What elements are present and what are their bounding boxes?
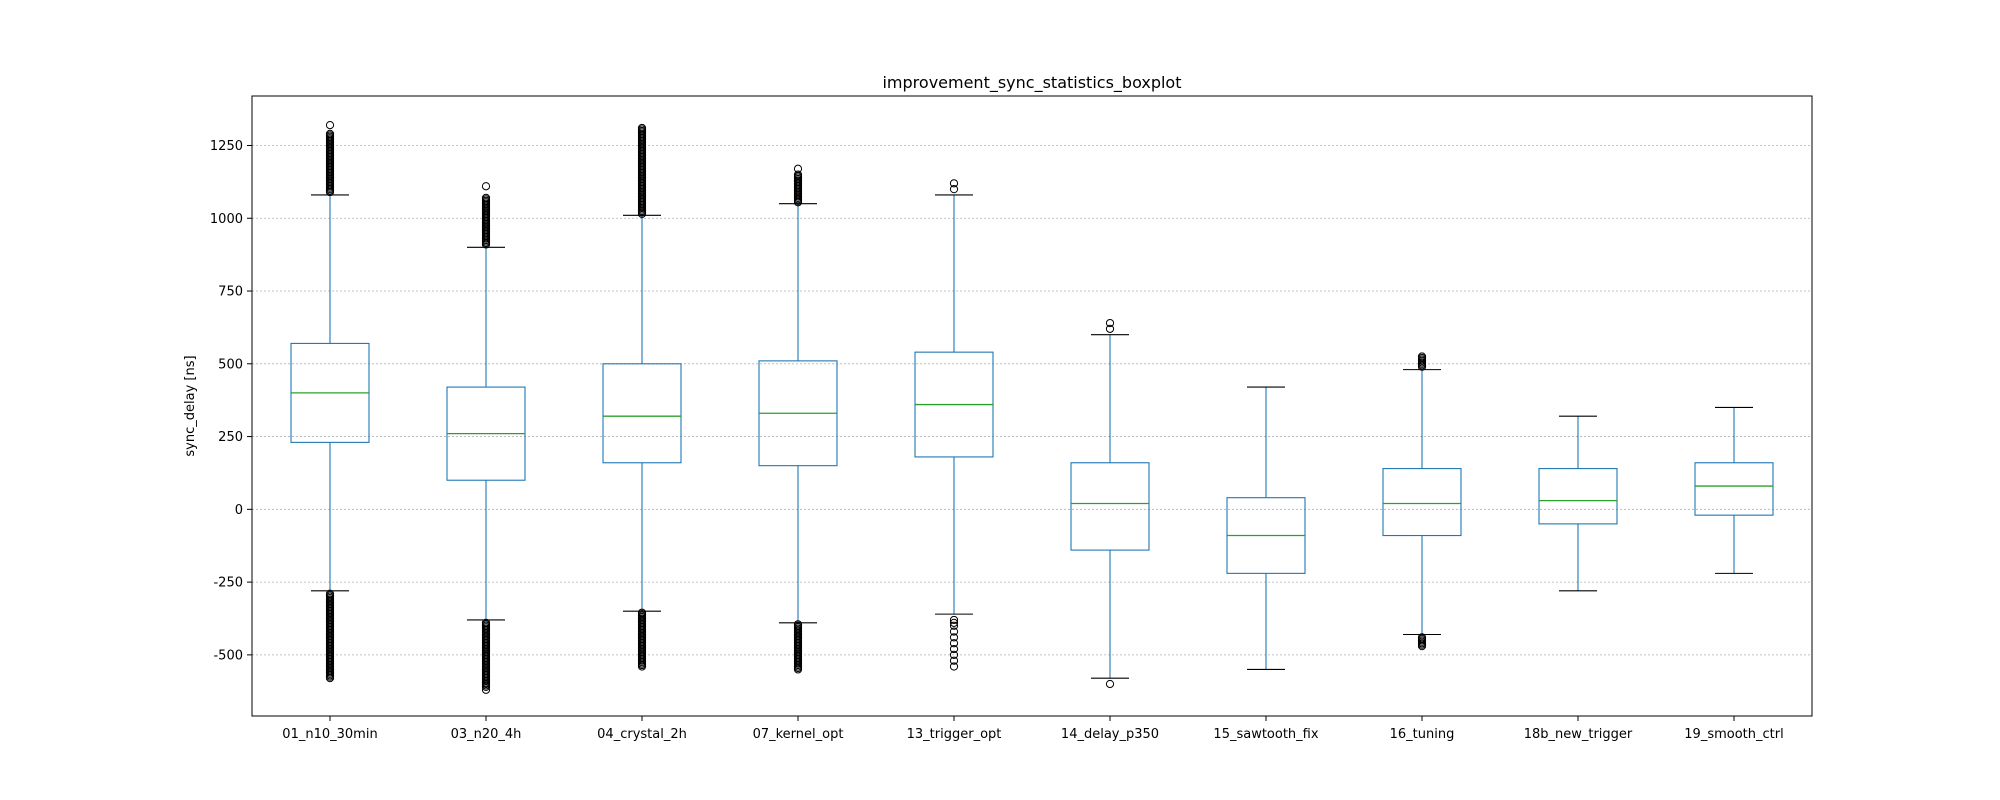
box-group <box>1070 318 1150 689</box>
y-axis-ticks: -500 -250 0 250 500 750 1000 1250 <box>210 139 252 663</box>
outlier-point <box>481 193 491 202</box>
box-group <box>1226 386 1306 670</box>
outlier-point <box>949 627 959 636</box>
box-group <box>1694 406 1774 574</box>
outlier-point <box>325 589 335 598</box>
box-group <box>1538 415 1618 592</box>
outlier-point <box>1105 679 1115 689</box>
y-tick-label: 500 <box>218 357 243 372</box>
iqr-box <box>1538 468 1618 525</box>
outlier-point <box>481 685 491 694</box>
y-tick-label: 0 <box>235 503 243 518</box>
box-group <box>290 121 370 683</box>
x-tick-label: 01_n10_30min <box>282 727 377 742</box>
iqr-box <box>1694 462 1774 516</box>
outlier-point <box>1105 324 1115 333</box>
outlier-point <box>1105 318 1115 328</box>
x-tick-label: 16_tuning <box>1390 727 1455 742</box>
x-tick-label: 15_sawtooth_fix <box>1213 727 1318 742</box>
outlier-point <box>637 608 647 617</box>
outlier-point <box>949 615 959 625</box>
outlier-point <box>481 618 491 627</box>
x-axis-ticks: 01_n10_30min 03_n20_4h 04_crystal_2h 07_ker… <box>282 716 1784 742</box>
y-tick-label: 1000 <box>210 212 243 227</box>
outlier-point <box>949 650 959 659</box>
outlier-point <box>949 633 959 642</box>
outlier-point <box>325 121 335 130</box>
outlier-point <box>949 662 959 671</box>
outlier-point <box>793 170 803 179</box>
x-tick-label: 03_n20_4h <box>451 727 522 742</box>
iqr-box <box>1070 462 1150 551</box>
x-tick-label: 04_crystal_2h <box>597 727 687 742</box>
box-group <box>602 123 682 671</box>
x-tick-label: 14_delay_p350 <box>1061 727 1159 742</box>
outlier-point <box>949 185 959 194</box>
chart-title: improvement_sync_statistics_boxplot <box>882 73 1181 93</box>
box-group <box>914 179 994 671</box>
box-group <box>446 182 526 694</box>
x-tick-label: 18b_new_trigger <box>1524 727 1633 742</box>
y-axis-label: sync_delay [ns] <box>183 355 198 456</box>
y-tick-label: 750 <box>218 285 243 300</box>
outlier-point <box>325 129 335 138</box>
box-group <box>1382 352 1462 651</box>
iqr-box <box>1382 468 1462 537</box>
boxes <box>290 121 1774 694</box>
outlier-point <box>949 644 959 654</box>
x-tick-label: 07_kernel_opt <box>753 727 844 742</box>
outlier-point <box>949 656 959 665</box>
x-tick-label: 13_trigger_opt <box>907 727 1002 742</box>
y-tick-label: -250 <box>213 576 243 591</box>
plot-frame <box>251 95 1813 717</box>
outlier-point <box>793 164 803 173</box>
outlier-point <box>637 123 647 133</box>
y-tick-label: -500 <box>213 648 243 663</box>
outlier-point <box>949 621 959 630</box>
outlier-point <box>1417 633 1427 642</box>
outlier-point <box>949 618 959 627</box>
x-tick-label: 19_smooth_ctrl <box>1684 727 1783 742</box>
iqr-box <box>602 363 682 464</box>
outlier-point <box>1417 352 1427 361</box>
outlier-point <box>949 179 959 188</box>
box-group <box>758 164 838 674</box>
y-tick-label: 250 <box>218 430 243 445</box>
outlier-point <box>793 620 803 629</box>
outlier-point <box>481 182 491 191</box>
gridlines <box>252 145 1812 656</box>
outlier-point <box>949 639 959 648</box>
y-tick-label: 1250 <box>210 139 243 154</box>
